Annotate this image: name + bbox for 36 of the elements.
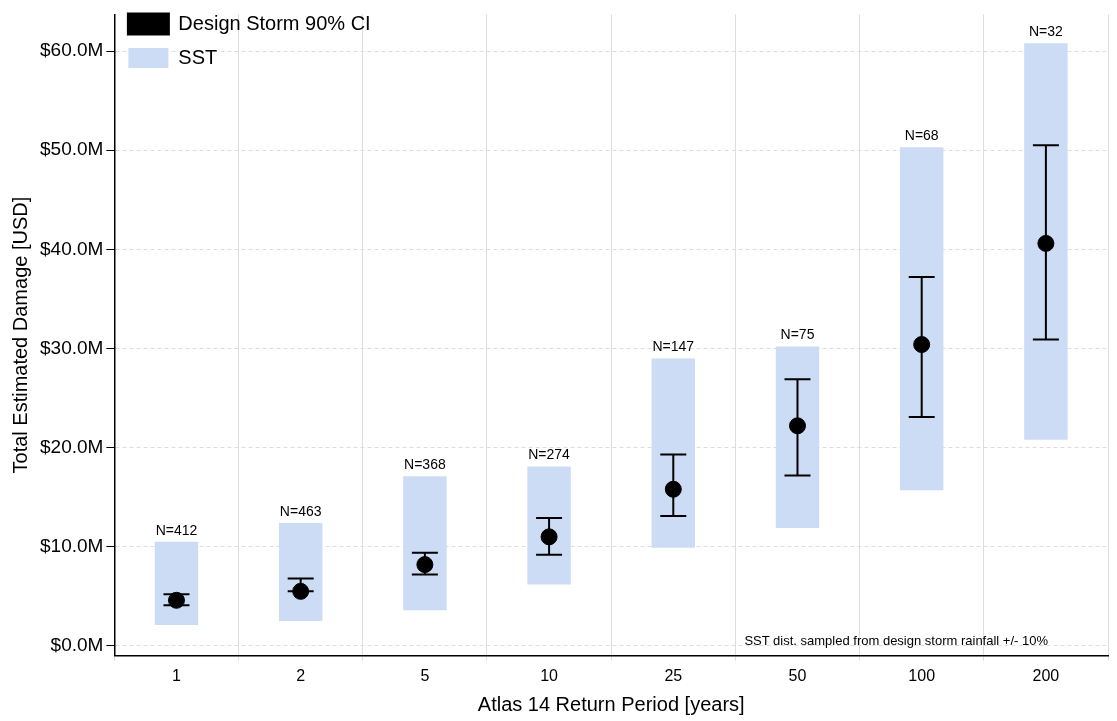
- x-tick-label: 200: [1032, 666, 1060, 684]
- y-tick-label: $40.0M: [40, 237, 104, 259]
- y-tick-label: $20.0M: [40, 435, 104, 457]
- annotation: N=368: [404, 456, 446, 473]
- x-axis-title: Atlas 14 Return Period [years]: [477, 692, 745, 715]
- bar: [278, 522, 323, 622]
- bar: [775, 346, 820, 528]
- y-axis-title: Total Estimated Damage [USD]: [8, 196, 31, 474]
- y-tick-label: $10.0M: [40, 534, 104, 556]
- annotation: N=68: [904, 127, 939, 144]
- y-tick-label: $50.0M: [40, 138, 104, 160]
- x-tick-label: 5: [420, 666, 430, 684]
- annotation: N=274: [528, 446, 571, 463]
- x-tick-label: 50: [788, 666, 807, 684]
- y-tick-label: $0.0M: [50, 634, 104, 656]
- legend-label: Design Storm 90% CI: [178, 11, 371, 34]
- y-tick-label: $60.0M: [40, 39, 104, 61]
- annotation: N=147: [652, 338, 695, 355]
- annotation: N=32: [1028, 23, 1064, 40]
- bar: [899, 147, 944, 491]
- annotation: N=463: [279, 502, 322, 519]
- bar: [154, 541, 199, 626]
- annotation: N=75: [780, 326, 815, 343]
- x-tick-label: 10: [540, 666, 559, 684]
- annotation: N=412: [155, 521, 198, 538]
- bar: [403, 476, 447, 611]
- bar: [651, 358, 696, 548]
- legend-label: SST: [178, 45, 218, 68]
- x-tick-label: 100: [908, 666, 936, 684]
- annotation: SST dist. sampled from design storm rainfall +/- 10%: [744, 632, 1049, 648]
- x-tick-label: 25: [664, 666, 683, 684]
- bar: [1024, 43, 1068, 440]
- y-tick-label: $30.0M: [40, 336, 104, 358]
- x-tick-label: 2: [296, 666, 306, 684]
- bar: [527, 466, 571, 585]
- x-tick-label: 1: [172, 666, 182, 684]
